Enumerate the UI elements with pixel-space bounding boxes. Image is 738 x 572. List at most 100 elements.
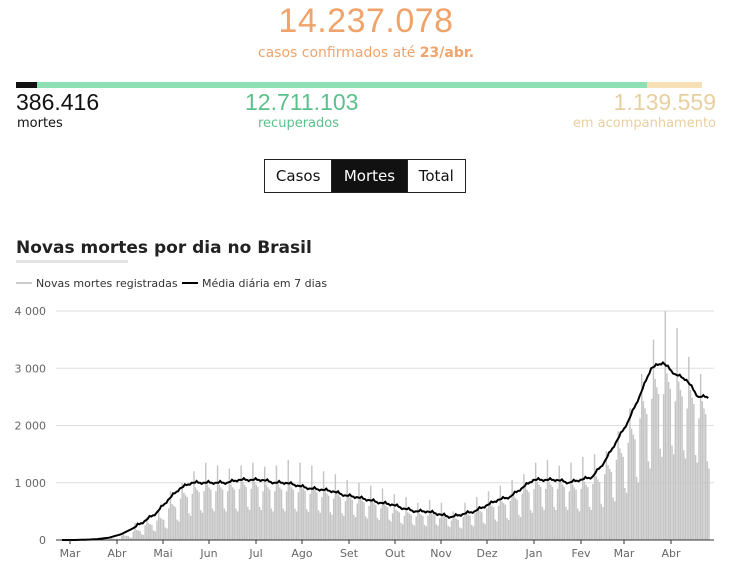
metric-toggle: Casos Mortes Total bbox=[264, 159, 466, 193]
daily-death-bar bbox=[122, 533, 125, 540]
daily-death-bar bbox=[324, 491, 326, 540]
x-tick-label: Mar bbox=[60, 547, 81, 560]
daily-death-bar bbox=[423, 524, 426, 540]
daily-death-bar bbox=[112, 538, 114, 540]
daily-death-bar bbox=[260, 509, 263, 540]
daily-death-bar bbox=[491, 505, 493, 540]
confirmed-caption-date: 23/abr. bbox=[419, 45, 475, 61]
daily-death-bar bbox=[627, 442, 629, 540]
daily-death-bar bbox=[215, 491, 217, 540]
daily-death-bar bbox=[422, 515, 424, 540]
daily-death-bar bbox=[294, 508, 296, 540]
daily-death-bar bbox=[331, 514, 333, 540]
daily-death-bar bbox=[131, 537, 133, 540]
toggle-mortes[interactable]: Mortes bbox=[332, 160, 407, 192]
daily-death-bar bbox=[316, 492, 318, 540]
daily-death-bar bbox=[676, 328, 678, 540]
daily-death-bar bbox=[502, 503, 505, 540]
daily-death-bar bbox=[678, 381, 680, 540]
daily-death-bar bbox=[247, 506, 249, 540]
daily-death-bar bbox=[679, 389, 682, 540]
daily-death-bar bbox=[380, 508, 382, 540]
daily-death-bar bbox=[689, 390, 692, 540]
daily-death-bar bbox=[343, 515, 345, 540]
daily-death-bar bbox=[124, 535, 126, 540]
daily-death-bar bbox=[447, 525, 449, 540]
daily-death-bar bbox=[553, 506, 555, 540]
recovered-proportion-bar bbox=[37, 82, 647, 88]
chart-title-underline bbox=[16, 260, 128, 263]
daily-death-bar bbox=[189, 515, 192, 540]
daily-death-bar bbox=[625, 492, 628, 540]
daily-death-bar bbox=[460, 528, 463, 540]
toggle-total[interactable]: Total bbox=[406, 160, 465, 192]
legend-bars-label: Novas mortes registradas bbox=[36, 277, 178, 290]
daily-death-bar bbox=[452, 511, 454, 540]
daily-death-bar bbox=[610, 471, 613, 540]
daily-death-bar bbox=[279, 487, 281, 540]
daily-death-bar bbox=[440, 502, 443, 540]
daily-death-bar bbox=[706, 461, 709, 540]
daily-death-bar bbox=[346, 479, 348, 540]
daily-death-bar bbox=[366, 518, 369, 540]
daily-death-bar bbox=[654, 378, 656, 540]
daily-death-bar bbox=[238, 488, 241, 540]
daily-death-bar bbox=[348, 495, 350, 540]
daily-death-bar bbox=[349, 497, 352, 540]
daily-death-bar bbox=[139, 530, 141, 540]
daily-death-bar bbox=[546, 459, 549, 540]
daily-death-bar bbox=[129, 537, 131, 540]
deaths-total: 386.416 bbox=[16, 89, 100, 115]
daily-death-bar bbox=[529, 510, 532, 540]
daily-death-bar bbox=[132, 531, 135, 540]
daily-death-bar bbox=[516, 499, 518, 540]
daily-death-bar bbox=[151, 524, 153, 540]
daily-death-bar bbox=[183, 492, 185, 540]
monitoring-proportion-bar bbox=[647, 82, 702, 88]
daily-death-bar bbox=[309, 493, 311, 540]
daily-death-bar bbox=[109, 538, 111, 540]
daily-death-bar bbox=[338, 495, 340, 540]
daily-death-bar bbox=[142, 534, 145, 540]
daily-death-bar bbox=[511, 479, 513, 540]
daily-death-bar bbox=[274, 491, 276, 540]
daily-death-bar bbox=[442, 515, 444, 540]
daily-death-bar bbox=[297, 492, 300, 540]
daily-death-bar bbox=[146, 517, 148, 540]
daily-death-bar bbox=[454, 517, 456, 540]
daily-death-bar bbox=[470, 524, 473, 540]
daily-death-bar bbox=[657, 393, 660, 540]
daily-death-bar bbox=[196, 489, 199, 540]
daily-death-bar bbox=[620, 453, 623, 540]
y-tick-label: 3 000 bbox=[15, 362, 47, 375]
daily-death-bar bbox=[203, 491, 205, 540]
daily-death-bar bbox=[681, 396, 683, 540]
daily-death-bar bbox=[597, 479, 599, 540]
daily-death-bar bbox=[439, 518, 441, 540]
daily-death-bar bbox=[580, 488, 582, 540]
daily-death-bar bbox=[476, 497, 478, 540]
daily-death-bar bbox=[210, 489, 212, 540]
daily-death-bar bbox=[178, 521, 180, 540]
daily-death-bar bbox=[479, 511, 481, 540]
daily-death-bar bbox=[403, 515, 406, 540]
confirmed-cases-total: 14.237.078 bbox=[278, 2, 454, 40]
toggle-casos[interactable]: Casos bbox=[265, 160, 333, 192]
daily-death-bar bbox=[198, 492, 200, 540]
daily-death-bar bbox=[388, 519, 390, 540]
daily-death-bar bbox=[575, 489, 577, 540]
daily-death-bar bbox=[282, 508, 284, 540]
daily-death-bar bbox=[699, 373, 702, 540]
daily-death-bar bbox=[497, 505, 500, 540]
daily-death-bar bbox=[558, 465, 560, 540]
daily-death-bar bbox=[228, 468, 231, 540]
daily-death-bar bbox=[469, 515, 471, 540]
daily-death-bar bbox=[289, 484, 291, 540]
daily-death-bar bbox=[137, 530, 140, 540]
seven-day-average-line bbox=[62, 361, 709, 541]
confirmed-caption-prefix: casos confirmados até bbox=[257, 45, 416, 61]
daily-death-bar bbox=[592, 484, 594, 540]
daily-death-bar bbox=[536, 481, 539, 540]
daily-death-bar bbox=[481, 512, 483, 540]
daily-death-bar bbox=[248, 509, 251, 540]
